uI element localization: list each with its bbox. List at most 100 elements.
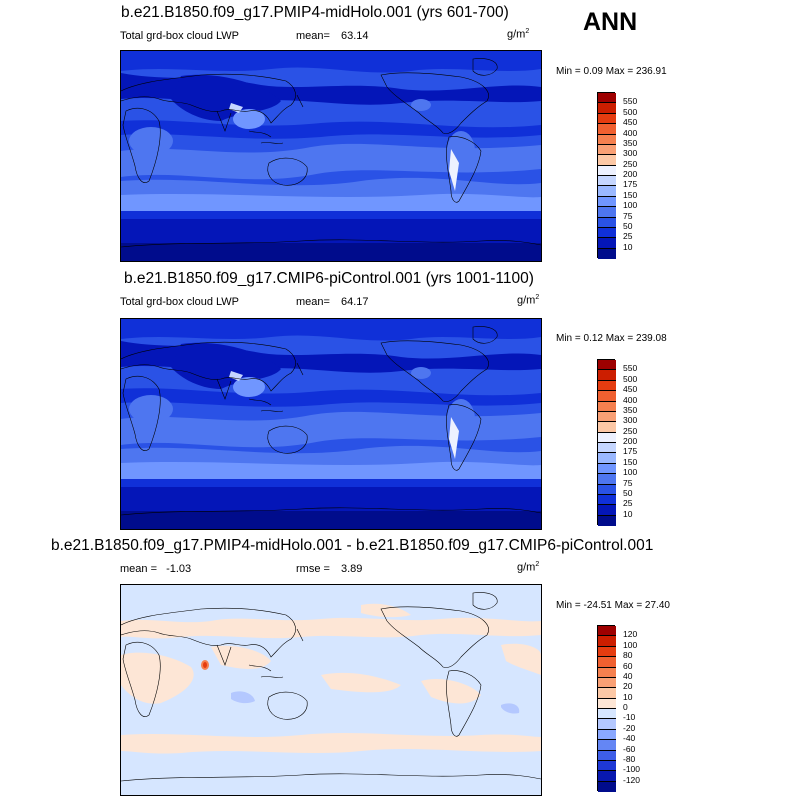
colorbar-swatch: [598, 227, 616, 239]
colorbar-level-label: 20: [623, 681, 633, 692]
panel-1-map: [120, 50, 542, 262]
colorbar-level-label: 200: [623, 436, 638, 446]
panel-2-units-text: g/m: [517, 294, 536, 307]
panel-3-units-text: g/m: [517, 561, 536, 574]
panel-1-units-text: g/m: [507, 28, 526, 41]
colorbar-swatch: [598, 391, 616, 402]
colorbar-swatch: [598, 93, 616, 104]
colorbar-swatch: [598, 667, 616, 678]
colorbar-swatch: [598, 626, 616, 637]
colorbar-level-label: 50: [623, 487, 633, 498]
colorbar-level-label: 25: [623, 231, 633, 242]
panel-1-variable-label: Total grd-box cloud LWP: [120, 30, 240, 42]
panel-3-mean: mean = -1.03: [120, 563, 191, 575]
panel-1-colorbar: [597, 92, 616, 259]
colorbar-swatch: [598, 422, 616, 433]
colorbar-swatch: [598, 729, 616, 741]
colorbar-level-label: 450: [623, 384, 638, 395]
colorbar-level-label: 50: [623, 220, 633, 231]
panel-2-units: g/m2: [517, 294, 539, 307]
colorbar-level-label: -60: [623, 743, 636, 754]
colorbar-level-label: 10: [623, 241, 633, 252]
colorbar-swatch: [598, 484, 616, 495]
panel-1-units: g/m2: [507, 28, 529, 41]
colorbar-swatch: [598, 380, 616, 392]
colorbar-level-label: 100: [623, 200, 638, 211]
colorbar-swatch: [598, 771, 616, 782]
panel-3-colorbar: [597, 625, 616, 792]
panel-3-rmse-value: 3.89: [341, 563, 363, 575]
colorbar-swatch: [598, 165, 616, 176]
colorbar-level-label: -10: [623, 712, 636, 723]
colorbar-level-label: 10: [623, 691, 633, 702]
colorbar-swatch: [598, 740, 616, 751]
colorbar-level-label: -40: [623, 733, 636, 744]
colorbar-swatch: [598, 176, 616, 187]
colorbar-swatch: [598, 360, 616, 371]
colorbar-level-label: 10: [623, 508, 633, 519]
colorbar-level-label: 300: [623, 148, 638, 159]
colorbar-swatch: [598, 248, 616, 259]
colorbar-swatch: [598, 636, 616, 647]
colorbar-swatch: [598, 750, 616, 761]
panel-2-colorbar: [597, 359, 616, 526]
panel-1-title: b.e21.B1850.f09_g17.PMIP4-midHolo.001 (y…: [121, 4, 509, 21]
colorbar-level-label: 400: [623, 127, 638, 138]
colorbar-swatch: [598, 719, 616, 730]
colorbar-level-label: 150: [623, 456, 638, 467]
panel-3-title: b.e21.B1850.f09_g17.PMIP4-midHolo.001 - …: [51, 537, 654, 554]
colorbar-swatch: [598, 207, 616, 218]
colorbar-level-label: 550: [623, 363, 638, 374]
colorbar-swatch: [598, 657, 616, 668]
panel-2-mean-label: mean=: [296, 296, 330, 308]
panel-3-units-exponent: 2: [535, 561, 540, 568]
colorbar-level-label: 25: [623, 498, 633, 509]
colorbar-swatch: [598, 238, 616, 249]
panel-2-map: [120, 318, 542, 530]
colorbar-swatch: [598, 370, 616, 381]
colorbar-level-label: 350: [623, 404, 638, 415]
colorbar-level-label: 200: [623, 169, 638, 179]
panel-2-units-exponent: 2: [535, 294, 540, 301]
colorbar-swatch: [598, 217, 616, 228]
panel-1-mean-label: mean=: [296, 30, 330, 42]
colorbar-swatch: [598, 760, 616, 772]
colorbar-swatch: [598, 677, 616, 689]
colorbar-level-label: 450: [623, 117, 638, 128]
colorbar-level-label: 175: [623, 446, 638, 457]
colorbar-level-label: 175: [623, 179, 638, 190]
panel-2-mean: mean= 64.17: [296, 296, 369, 308]
colorbar-level-label: 150: [623, 189, 638, 200]
colorbar-level-label: 500: [623, 373, 638, 384]
colorbar-swatch: [598, 155, 616, 166]
panel-2-variable-label: Total grd-box cloud LWP: [120, 296, 240, 308]
colorbar-level-label: 100: [623, 639, 638, 650]
colorbar-level-label: 0: [623, 702, 628, 712]
colorbar-level-label: -80: [623, 753, 636, 764]
colorbar-swatch: [598, 698, 616, 709]
colorbar-swatch: [598, 709, 616, 720]
panel-3-rmse-label: rmse =: [296, 563, 330, 575]
colorbar-level-label: 40: [623, 670, 633, 681]
panel-3-minmax: Min = -24.51 Max = 27.40: [556, 600, 670, 611]
panel-3-rmse: rmse = 3.89: [296, 563, 362, 575]
colorbar-level-label: 300: [623, 415, 638, 426]
panel-2-minmax: Min = 0.12 Max = 239.08: [556, 333, 667, 344]
panel-1-mean: mean= 63.14: [296, 30, 369, 42]
colorbar-swatch: [598, 463, 616, 475]
colorbar-level-label: 250: [623, 425, 638, 436]
colorbar-level-label: 120: [623, 629, 638, 640]
colorbar-swatch: [598, 646, 616, 658]
panel-3-mean-label: mean =: [120, 563, 157, 575]
colorbar-level-label: 60: [623, 660, 633, 671]
season-label: ANN: [583, 8, 638, 36]
colorbar-swatch: [598, 515, 616, 526]
colorbar-level-label: -120: [623, 774, 641, 785]
colorbar-swatch: [598, 453, 616, 464]
colorbar-swatch: [598, 474, 616, 485]
colorbar-swatch: [598, 113, 616, 125]
colorbar-swatch: [598, 186, 616, 197]
colorbar-swatch: [598, 432, 616, 443]
panel-1-mean-value: 63.14: [341, 30, 369, 42]
colorbar-level-label: 550: [623, 96, 638, 107]
